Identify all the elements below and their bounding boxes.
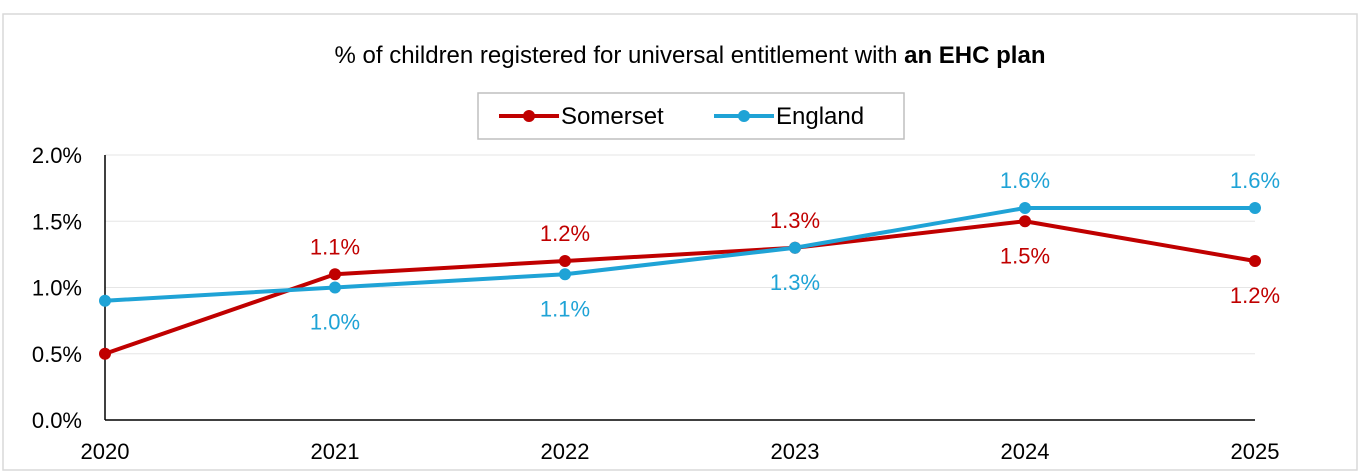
data-label-somerset: 1.2% xyxy=(1230,283,1280,308)
data-point-england xyxy=(789,241,801,254)
y-tick-label: 0.5% xyxy=(32,342,82,367)
series-line-england xyxy=(104,206,1255,303)
legend-marker-england xyxy=(738,110,750,122)
chart-frame xyxy=(2,13,1358,471)
chart-title-emphasis: an EHC plan xyxy=(904,42,1045,69)
series-layer xyxy=(99,202,1261,360)
y-tick-label: 1.5% xyxy=(32,209,82,234)
series-somerset xyxy=(99,215,1261,360)
data-label-somerset: 1.5% xyxy=(1000,243,1050,268)
legend-label-england: England xyxy=(776,103,864,130)
data-label-somerset: 1.1% xyxy=(310,234,360,259)
data-point-england xyxy=(1019,202,1031,214)
chart-title: % of children registered for universal e… xyxy=(335,42,1046,69)
data-point-somerset xyxy=(1019,215,1031,228)
data-point-somerset xyxy=(559,255,571,267)
y-tick-label: 2.0% xyxy=(32,143,82,168)
x-axis-ticks: 2020 2021 2022 2023 2024 2025 xyxy=(81,439,1280,464)
axes xyxy=(104,155,1255,421)
data-label-somerset: 1.2% xyxy=(540,221,590,246)
data-point-england xyxy=(559,268,571,281)
x-tick-label: 2021 xyxy=(311,439,360,464)
data-point-england xyxy=(1249,202,1261,214)
legend-item-somerset: Somerset xyxy=(499,103,664,130)
x-tick-label: 2025 xyxy=(1231,439,1280,464)
legend: Somerset England xyxy=(477,92,905,140)
legend-marker-somerset xyxy=(523,110,535,122)
legend-item-england: England xyxy=(714,103,864,130)
data-labels: 1.1% 1.2% 1.3% 1.5% 1.2% 1.0% 1.1% 1.3% 1.6% 1.6% xyxy=(310,168,1280,335)
data-point-england xyxy=(99,294,111,307)
data-label-england: 1.6% xyxy=(1000,168,1050,193)
data-point-somerset xyxy=(329,268,341,281)
data-label-england: 1.6% xyxy=(1230,168,1280,193)
y-tick-label: 0.0% xyxy=(32,408,82,433)
x-tick-label: 2024 xyxy=(1001,439,1050,464)
chart-title-prefix: % of children registered for universal e… xyxy=(335,42,905,69)
data-label-somerset: 1.3% xyxy=(770,208,820,233)
data-point-somerset xyxy=(1249,255,1261,267)
x-tick-label: 2020 xyxy=(81,439,130,464)
series-line-somerset xyxy=(104,219,1256,356)
data-point-england xyxy=(329,281,341,294)
data-label-england: 1.3% xyxy=(770,270,820,295)
y-axis-ticks: 0.0% 0.5% 1.0% 1.5% 2.0% xyxy=(32,143,82,433)
x-tick-label: 2022 xyxy=(541,439,590,464)
data-point-somerset xyxy=(99,347,111,360)
data-label-england: 1.0% xyxy=(310,310,360,335)
legend-label-somerset: Somerset xyxy=(561,103,664,130)
data-label-england: 1.1% xyxy=(540,296,590,321)
x-tick-label: 2023 xyxy=(771,439,820,464)
series-england xyxy=(99,202,1261,307)
y-tick-label: 1.0% xyxy=(32,276,82,301)
